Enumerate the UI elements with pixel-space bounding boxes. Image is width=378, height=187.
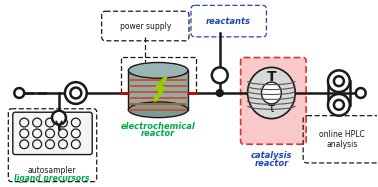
Circle shape xyxy=(328,94,350,116)
Ellipse shape xyxy=(262,82,281,104)
Circle shape xyxy=(70,88,81,98)
Text: analysis: analysis xyxy=(326,140,358,149)
Circle shape xyxy=(328,70,350,92)
Text: online HPLC: online HPLC xyxy=(319,130,365,139)
FancyBboxPatch shape xyxy=(241,58,306,144)
Text: T: T xyxy=(266,70,276,84)
Text: ligand precursors: ligand precursors xyxy=(14,174,90,183)
Bar xyxy=(129,70,188,110)
Text: reactants: reactants xyxy=(206,17,251,26)
Text: waste: waste xyxy=(62,134,85,143)
Circle shape xyxy=(356,88,366,98)
Text: electrochemical: electrochemical xyxy=(121,122,195,131)
Circle shape xyxy=(65,82,87,104)
Text: power supply: power supply xyxy=(119,22,171,30)
Text: autosampler: autosampler xyxy=(28,166,76,175)
FancyBboxPatch shape xyxy=(13,112,92,155)
Circle shape xyxy=(334,76,344,86)
Ellipse shape xyxy=(129,102,188,118)
Circle shape xyxy=(212,67,228,83)
Text: reactor: reactor xyxy=(254,159,288,168)
Circle shape xyxy=(52,111,66,125)
Circle shape xyxy=(334,100,344,110)
Circle shape xyxy=(14,88,24,98)
Text: catalysis: catalysis xyxy=(251,151,292,160)
Ellipse shape xyxy=(248,67,295,119)
Circle shape xyxy=(216,90,223,96)
Ellipse shape xyxy=(129,62,188,78)
Text: τ: τ xyxy=(268,102,275,115)
Text: reactor: reactor xyxy=(141,129,175,138)
